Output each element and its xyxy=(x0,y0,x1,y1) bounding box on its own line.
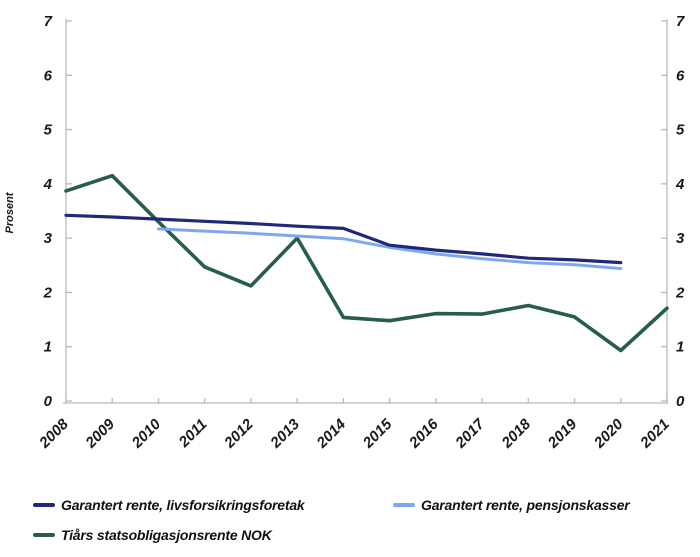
legend-label: Garantert rente, livsforsikringsforetak xyxy=(61,497,305,513)
x-tick-label: 2012 xyxy=(220,415,257,452)
chart-area: 0 0 1 1 2 2 3 3 4 4 5 5 6 6 7 7 2008 2009 2010 2011 2012 2013… xyxy=(4,13,685,452)
x-tick-label: 2019 xyxy=(544,415,581,452)
y-tick-label-right: 3 xyxy=(676,230,685,247)
x-tick-label: 2020 xyxy=(590,415,627,452)
y-tick-label-right: 4 xyxy=(675,176,685,193)
green-line-swatch-icon xyxy=(33,533,55,537)
y-tick-label-left: 5 xyxy=(44,122,53,139)
x-tick-label: 2017 xyxy=(452,415,489,452)
legend-label: Garantert rente, pensjonskasser xyxy=(421,497,630,513)
x-tick-label: 2013 xyxy=(267,415,304,452)
legend-label: Tiårs statsobligasjonsrente NOK xyxy=(61,527,272,543)
y-tick-label-right: 5 xyxy=(676,122,685,139)
lightblue-line-swatch-icon xyxy=(393,503,415,507)
legend-item-livsforsikringsforetak: Garantert rente, livsforsikringsforetak xyxy=(33,497,393,513)
x-tick-label: 2018 xyxy=(498,415,535,452)
y-tick-label-right: 6 xyxy=(676,67,685,84)
y-tick-label-left: 7 xyxy=(44,13,53,30)
x-tick-label: 2021 xyxy=(637,416,673,452)
y-tick-label-left: 3 xyxy=(44,230,53,247)
x-tick-label: 2011 xyxy=(175,416,211,452)
x-tick-label: 2008 xyxy=(36,415,73,452)
chart-legend: Garantert rente, livsforsikringsforetak … xyxy=(33,496,683,556)
chart-svg: 0 0 1 1 2 2 3 3 4 4 5 5 6 6 7 7 2008 2009 2010 2011 2012 2013… xyxy=(4,13,685,452)
x-tick-label: 2016 xyxy=(405,415,442,452)
x-tick-label: 2015 xyxy=(359,415,396,452)
y-tick-label-right: 7 xyxy=(676,13,685,30)
y-tick-label-right: 0 xyxy=(676,393,685,410)
y-tick-label-left: 6 xyxy=(44,67,53,84)
x-tick-label: 2010 xyxy=(128,415,165,452)
y-tick-label-left: 2 xyxy=(43,284,53,301)
y-tick-label-left: 4 xyxy=(43,176,53,193)
series-line-1 xyxy=(157,227,623,270)
y-tick-label-left: 1 xyxy=(44,339,52,356)
y-tick-label-left: 0 xyxy=(44,393,53,410)
y-tick-label-right: 2 xyxy=(675,284,685,301)
legend-item-pensjonskasser: Garantert rente, pensjonskasser xyxy=(393,497,630,513)
y-tick-label-right: 1 xyxy=(676,339,684,356)
legend-row: Tiårs statsobligasjonsrente NOK xyxy=(33,526,683,544)
x-tick-label: 2014 xyxy=(313,415,350,452)
series-line-2 xyxy=(64,173,669,353)
navy-line-swatch-icon xyxy=(33,503,55,507)
x-tick-label: 2009 xyxy=(82,415,119,452)
legend-item-statsobligasjonsrente: Tiårs statsobligasjonsrente NOK xyxy=(33,527,393,543)
series-line-0 xyxy=(64,213,623,265)
y-axis-title: Prosent xyxy=(4,191,16,233)
legend-row: Garantert rente, livsforsikringsforetak … xyxy=(33,496,683,514)
